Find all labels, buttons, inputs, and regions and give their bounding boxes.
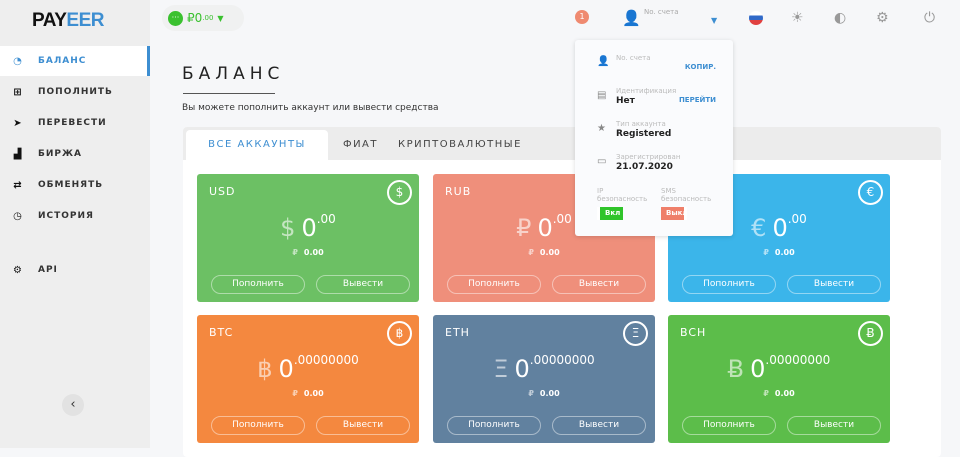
deposit-button[interactable]: Пополнить xyxy=(211,275,305,294)
currency-code: BTC xyxy=(209,326,234,339)
calendar-icon: ▭ xyxy=(597,156,607,167)
currency-code: RUB xyxy=(445,185,472,198)
gear-icon[interactable]: ⚙ xyxy=(876,10,889,26)
title-underline xyxy=(183,93,275,94)
send-icon: ➤ xyxy=(13,117,23,129)
account-card-bch: BCH Ƀ Ƀ 0.00000000 ₽0.00 Пополнить Вывест… xyxy=(668,315,890,443)
currency-code: BCH xyxy=(680,326,707,339)
user-icon[interactable]: 👤 xyxy=(622,9,641,27)
balance-amount: ₽0.00 xyxy=(516,212,572,242)
deposit-button[interactable]: Пополнить xyxy=(682,275,776,294)
page-subtitle: Вы можете пополнить аккаунт или вывести … xyxy=(182,103,439,113)
rub-equivalent: ₽0.00 xyxy=(763,389,795,398)
deposit-button[interactable]: Пополнить xyxy=(447,416,541,435)
withdraw-button[interactable]: Вывести xyxy=(552,416,646,435)
copy-link[interactable]: КОПИР. xyxy=(684,63,716,71)
rub-equivalent: ₽0.00 xyxy=(763,248,795,257)
wallet-balance-button[interactable]: ··· ₽0.00 ▼ xyxy=(162,5,244,31)
theme-sun-icon[interactable]: ☀ xyxy=(791,10,804,26)
tab-crypto[interactable]: КРИПТОВАЛЮТНЫЕ xyxy=(398,139,522,150)
currency-icon: Ƀ xyxy=(858,321,883,346)
account-type-value: Registered xyxy=(616,129,672,139)
currency-icon: $ xyxy=(387,180,412,205)
account-number-label: No. счета xyxy=(616,54,651,62)
balance-amount: ฿ 0.00000000 xyxy=(257,353,359,383)
document-icon: ▤ xyxy=(597,90,607,101)
star-icon: ★ xyxy=(597,123,606,134)
rub-equivalent: ₽0.00 xyxy=(292,389,324,398)
sms-security-toggle[interactable]: Выкл xyxy=(661,207,688,220)
balance-amount: Ƀ 0.00000000 xyxy=(727,353,831,383)
account-card-eth: ETH Ξ Ξ 0.00000000 ₽0.00 Пополнить Вывест… xyxy=(433,315,655,443)
currency-icon: ฿ xyxy=(387,321,412,346)
withdraw-button[interactable]: Вывести xyxy=(787,416,881,435)
identification-value: Нет xyxy=(616,96,635,106)
tab-bar: ВСЕ АККАУНТЫ ФИАТ КРИПТОВАЛЮТНЫЕ xyxy=(183,127,941,160)
sidebar-item-exchange-market[interactable]: ▟ БИРЖА xyxy=(13,148,82,160)
currency-icon: € xyxy=(858,180,883,205)
deposit-button[interactable]: Пополнить xyxy=(682,416,776,435)
russian-flag-icon[interactable] xyxy=(749,11,763,25)
ip-security-toggle[interactable]: Вкл xyxy=(597,207,623,220)
withdraw-button[interactable]: Вывести xyxy=(552,275,646,294)
sidebar-item-balance[interactable]: ◔ БАЛАНС xyxy=(0,46,150,76)
power-icon[interactable]: ⏻ xyxy=(924,10,936,26)
deposit-button[interactable]: Пополнить xyxy=(447,275,541,294)
sidebar-item-api[interactable]: ⚙ API xyxy=(13,264,58,276)
deposit-button[interactable]: Пополнить xyxy=(211,416,305,435)
gears-icon: ⚙ xyxy=(13,264,23,276)
sidebar-item-transfer[interactable]: ➤ ПЕРЕВЕСТИ xyxy=(13,117,107,129)
sidebar-item-deposit[interactable]: ⊞ ПОПОЛНИТЬ xyxy=(13,86,113,98)
chevron-down-icon: ▼ xyxy=(217,13,224,23)
account-dropdown-caret-icon[interactable]: ▼ xyxy=(711,16,718,25)
clock-icon: ◷ xyxy=(13,210,23,222)
account-card-btc: BTC ฿ ฿ 0.00000000 ₽0.00 Пополнить Вывест… xyxy=(197,315,419,443)
sidebar: PAYEER ◔ БАЛАНС ⊞ ПОПОЛНИТЬ ➤ ПЕРЕВЕСТИ ▟ БИ… xyxy=(0,0,150,448)
sidebar-item-history[interactable]: ◷ ИСТОРИЯ xyxy=(13,210,94,222)
balance-amount: Ξ 0.00000000 xyxy=(493,353,595,383)
support-icon[interactable]: ◐ xyxy=(834,10,847,26)
registration-date-value: 21.07.2020 xyxy=(616,162,673,172)
payeer-logo[interactable]: PAYEER xyxy=(32,10,104,31)
account-number-label[interactable]: No. счета xyxy=(644,8,679,16)
sidebar-item-swap[interactable]: ⇄ ОБМЕНЯТЬ xyxy=(13,179,104,191)
collapse-sidebar-button[interactable]: ‹ xyxy=(62,394,84,416)
header xyxy=(150,0,960,38)
account-card-rub: RUB ₽ ₽0.00 ₽0.00 Пополнить Вывести xyxy=(433,174,655,302)
tab-all-accounts[interactable]: ВСЕ АККАУНТЫ xyxy=(186,130,328,160)
rub-equivalent: ₽0.00 xyxy=(528,389,560,398)
plus-square-icon: ⊞ xyxy=(13,86,23,98)
currency-code: ETH xyxy=(445,326,470,339)
account-dropdown: 👤 No. счета КОПИР. ▤ Идентификация Нет П… xyxy=(575,40,733,236)
currency-code: USD xyxy=(209,185,236,198)
chart-icon: ▟ xyxy=(13,148,23,160)
user-icon: 👤 xyxy=(597,56,610,67)
account-card-usd: USD $ $0.00 ₽0.00 Пополнить Вывести xyxy=(197,174,419,302)
more-icon: ··· xyxy=(168,10,183,26)
go-to-identification-link[interactable]: ПЕРЕЙТИ xyxy=(678,96,716,104)
withdraw-button[interactable]: Вывести xyxy=(316,275,410,294)
balance-amount: €0.00 xyxy=(751,212,807,242)
gauge-icon: ◔ xyxy=(13,55,23,67)
notification-badge[interactable]: 1 xyxy=(575,10,589,24)
rub-equivalent: ₽0.00 xyxy=(528,248,560,257)
withdraw-button[interactable]: Вывести xyxy=(787,275,881,294)
withdraw-button[interactable]: Вывести xyxy=(316,416,410,435)
tab-fiat[interactable]: ФИАТ xyxy=(342,139,379,150)
currency-icon: Ξ xyxy=(623,321,648,346)
rub-equivalent: ₽0.00 xyxy=(292,248,324,257)
balance-amount: $0.00 xyxy=(280,212,336,242)
page-title: БАЛАНС xyxy=(182,64,285,84)
exchange-icon: ⇄ xyxy=(13,179,23,191)
